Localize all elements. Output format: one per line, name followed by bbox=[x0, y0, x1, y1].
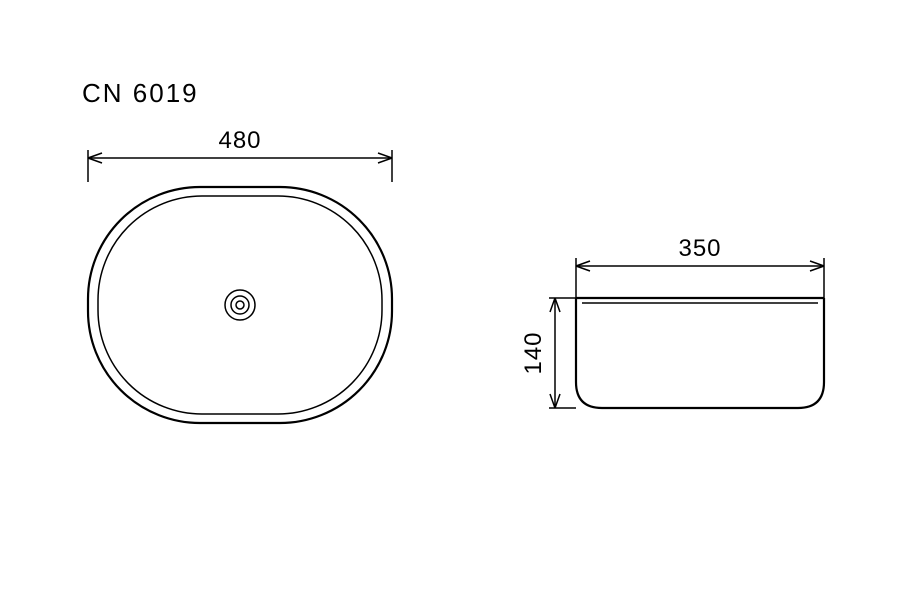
dimension-480: 480 bbox=[88, 127, 392, 182]
dim-label-480: 480 bbox=[218, 127, 261, 154]
drain-ring-inner bbox=[236, 301, 244, 309]
side-view: 350 140 bbox=[520, 235, 824, 408]
technical-drawing: CN 6019 480 350 bbox=[0, 0, 900, 600]
drain-ring-mid bbox=[231, 296, 249, 314]
dim-label-350: 350 bbox=[678, 235, 721, 262]
dimension-140: 140 bbox=[520, 298, 576, 408]
model-label: CN 6019 bbox=[82, 78, 199, 108]
dim-label-140: 140 bbox=[520, 331, 547, 374]
basin-inner-outline bbox=[98, 196, 382, 414]
top-view: 480 bbox=[88, 127, 392, 423]
drain-ring-outer bbox=[225, 290, 255, 320]
basin-side-outline bbox=[576, 298, 824, 408]
dimension-350: 350 bbox=[576, 235, 824, 298]
